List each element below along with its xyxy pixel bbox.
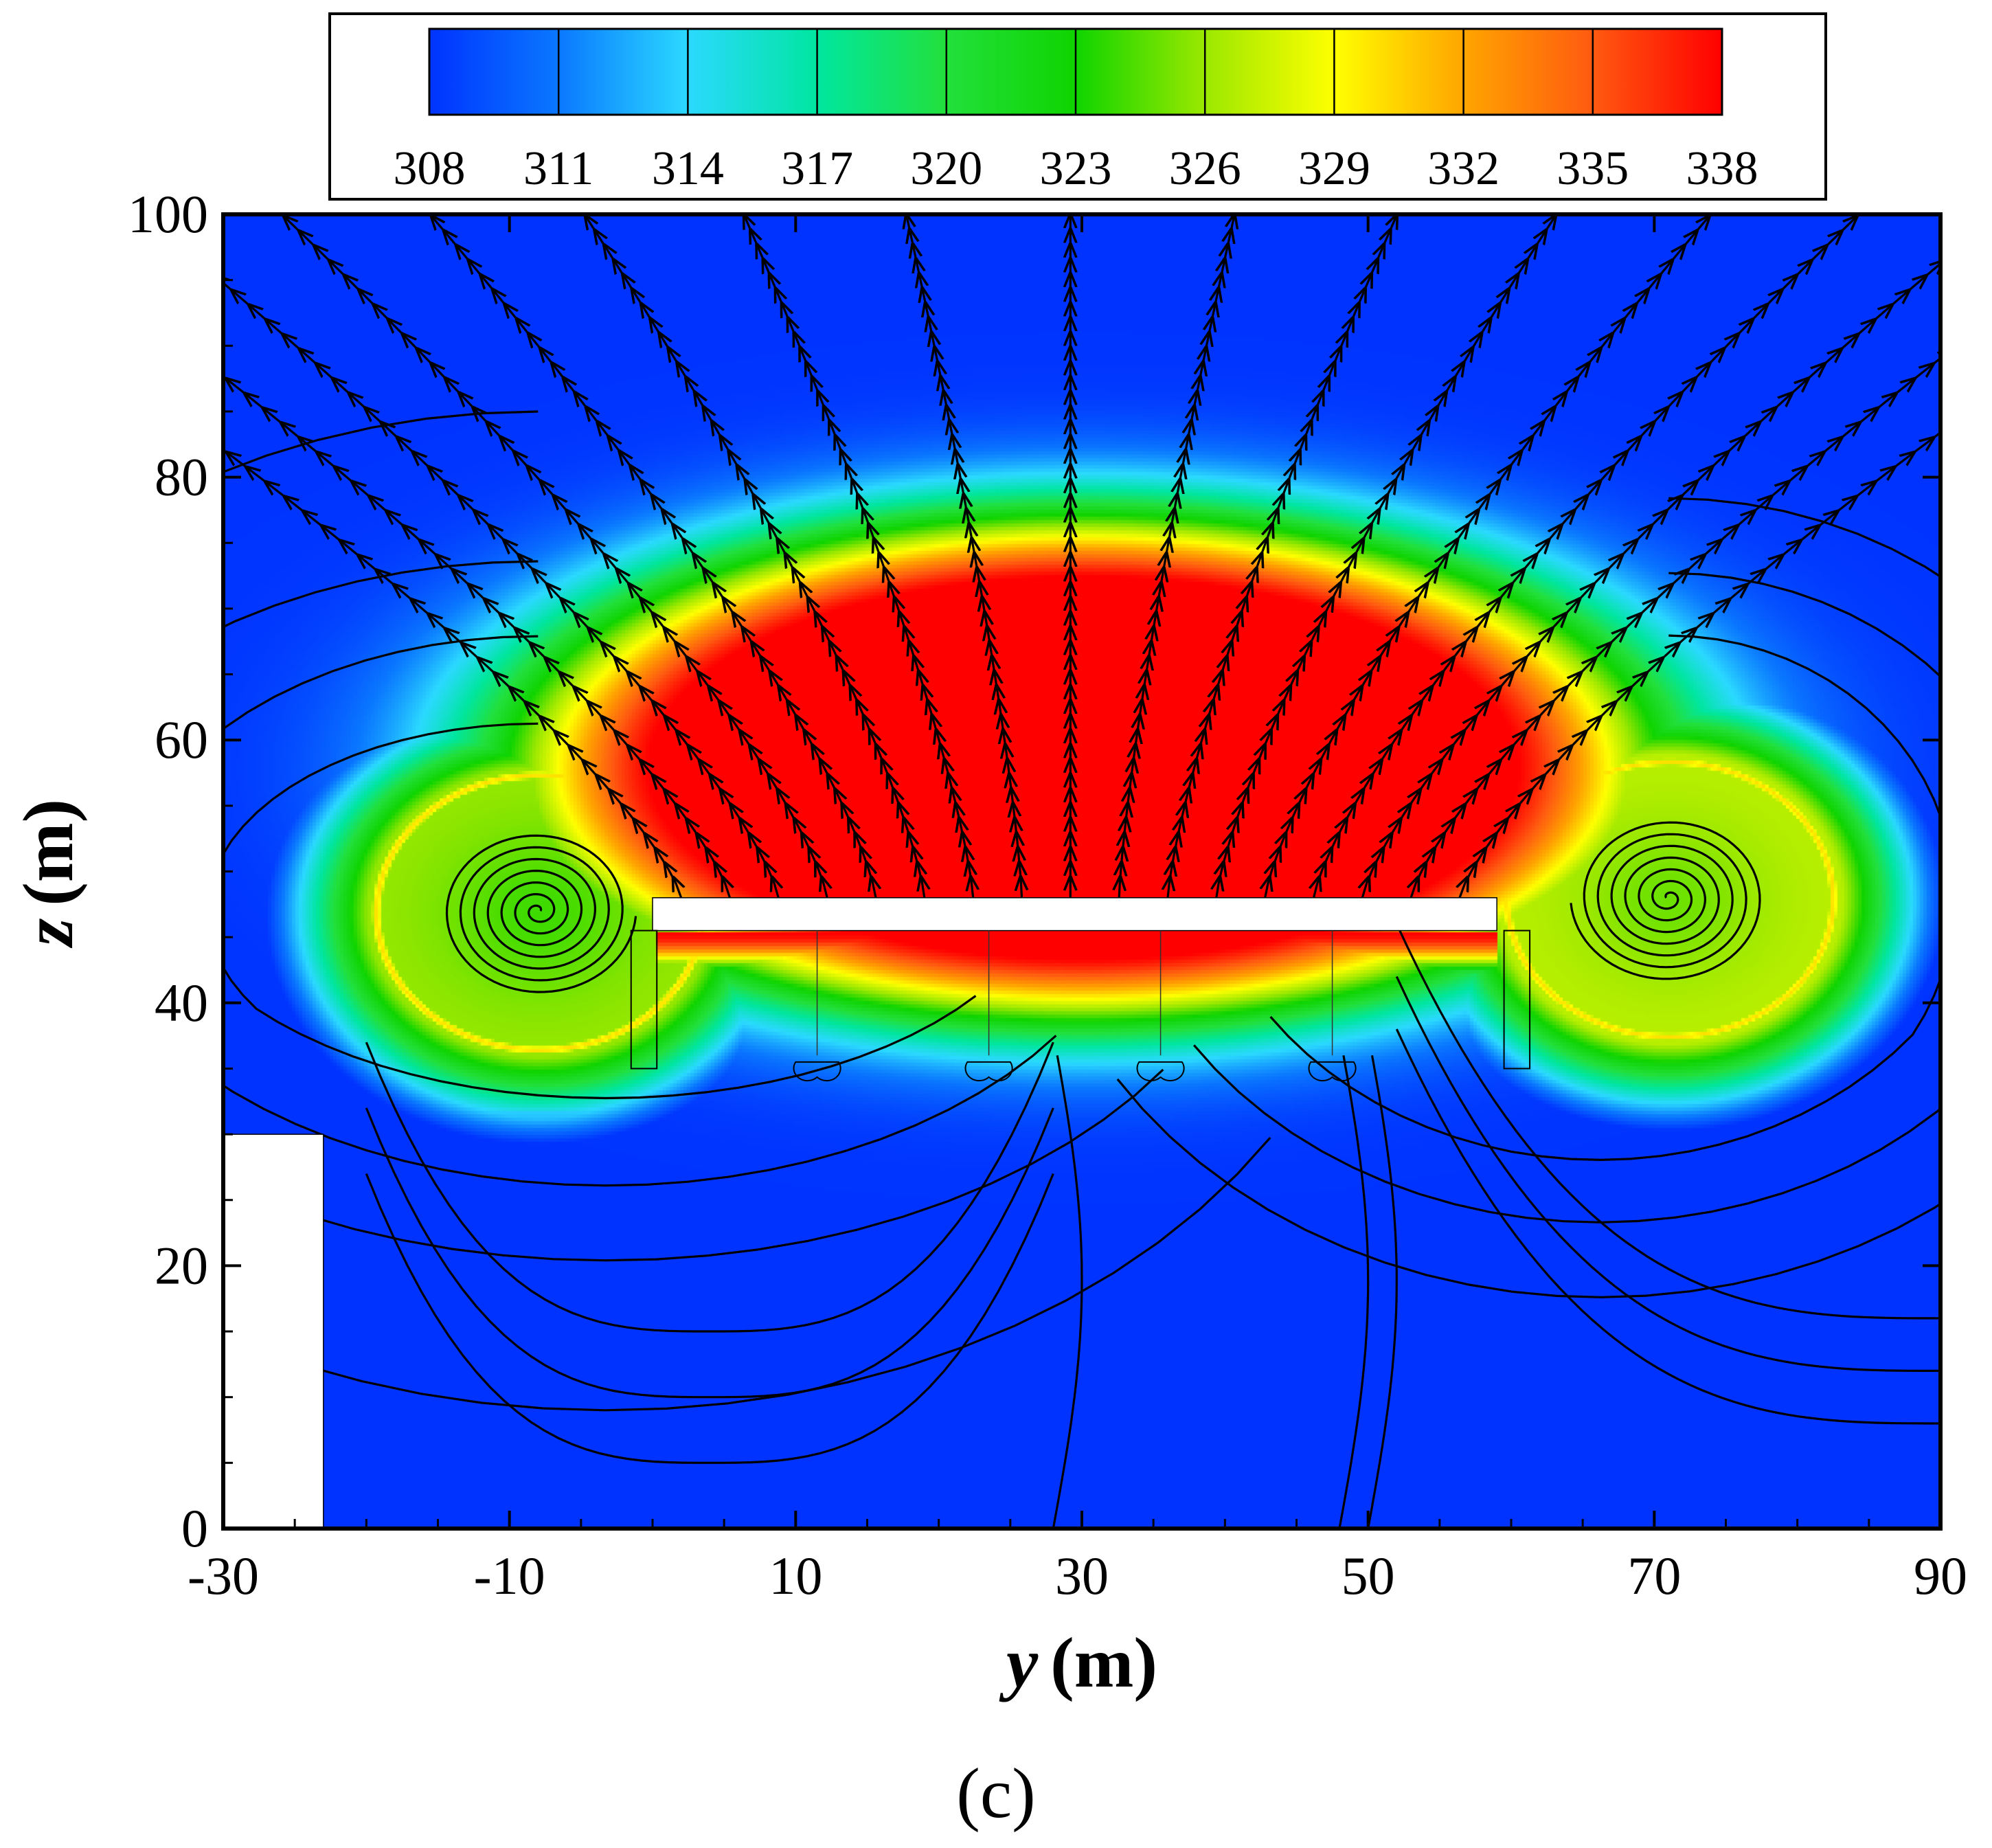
return-streamline [365, 1173, 1054, 1464]
colorbar-tick-label: 338 [1686, 142, 1758, 195]
y-tick-label: 100 [128, 184, 208, 244]
colorbar-tick-label: 335 [1557, 142, 1629, 195]
obstacles [223, 897, 1531, 1529]
x-tick-label: -30 [188, 1546, 259, 1605]
vortex-streamline [445, 834, 637, 993]
colorbar-tick-label: 332 [1427, 142, 1499, 195]
outer-streamline [223, 635, 1057, 1187]
side-fin [630, 929, 658, 1070]
inflow-streamline [1367, 1055, 1398, 1529]
y-tick-label: 60 [155, 710, 208, 769]
x-tick-label: -10 [474, 1546, 545, 1605]
y-tick-label: 80 [155, 447, 208, 507]
return-streamline [1395, 923, 1940, 1320]
colorbar-tick-label: 314 [652, 142, 724, 195]
outer-streamline [1269, 634, 1940, 1162]
panel-label: (c) [956, 1754, 1035, 1833]
plume-streamline [894, 214, 1021, 898]
plot-area: -30 -10 10 30 50 70 90 0 20 40 60 80 100 [128, 162, 1967, 1605]
outer-streamline [223, 722, 977, 1100]
colorbar-tick-label: 317 [781, 142, 853, 195]
y-axis-title: z(m) [9, 799, 88, 948]
outer-streamline [1193, 572, 1940, 1224]
x-axis-ticks: -30 -10 10 30 50 70 90 [188, 214, 1967, 1605]
y-tick-label: 20 [155, 1235, 208, 1295]
colorbar-tick-label: 323 [1040, 142, 1112, 195]
x-tick-label: 90 [1914, 1546, 1967, 1605]
x-tick-label: 70 [1627, 1546, 1681, 1605]
x-axis-title: y (m) [999, 1623, 1157, 1702]
colorbar-tick-label: 329 [1298, 142, 1370, 195]
inflow-streamline [1338, 1055, 1370, 1529]
outer-streamline [223, 410, 1271, 1412]
colorbar-dividers [557, 29, 1594, 115]
y-tick-label: 0 [181, 1498, 208, 1558]
colorbar-tick-label: 326 [1169, 142, 1241, 195]
inflow-streamline [1052, 1055, 1083, 1529]
side-fin [1503, 929, 1531, 1070]
nozzle [793, 1061, 841, 1082]
x-tick-label: 30 [1055, 1546, 1109, 1605]
nozzle [1136, 1061, 1185, 1082]
outer-streamline [223, 560, 1164, 1262]
return-streamline [1395, 1028, 1940, 1425]
colorbar-tick-label: 320 [910, 142, 982, 195]
outer-streamline [1116, 497, 1940, 1298]
x-tick-label: 10 [769, 1546, 822, 1605]
plume-streamline [1460, 162, 1940, 899]
left-wall [223, 1134, 324, 1529]
nozzle [964, 1061, 1013, 1082]
horizontal-beam [652, 897, 1497, 932]
y-tick-label: 40 [155, 973, 208, 1033]
nozzle [1308, 1061, 1357, 1082]
return-streamline [1395, 976, 1940, 1372]
colorbar-tick-label: 308 [394, 142, 466, 195]
colorbar-labels: 308 311 314 317 320 323 326 329 332 335 338 [394, 142, 1758, 195]
colorbar-legend: 308 311 314 317 320 323 326 329 332 335 338 [328, 12, 1827, 201]
y-axis-ticks: 0 20 40 60 80 100 [128, 184, 1940, 1558]
colorbar-tick-label: 311 [523, 142, 593, 195]
return-streamline [365, 1041, 1054, 1333]
x-tick-label: 50 [1342, 1546, 1395, 1605]
return-streamline [365, 1107, 1054, 1399]
streamlines [223, 162, 1940, 1529]
